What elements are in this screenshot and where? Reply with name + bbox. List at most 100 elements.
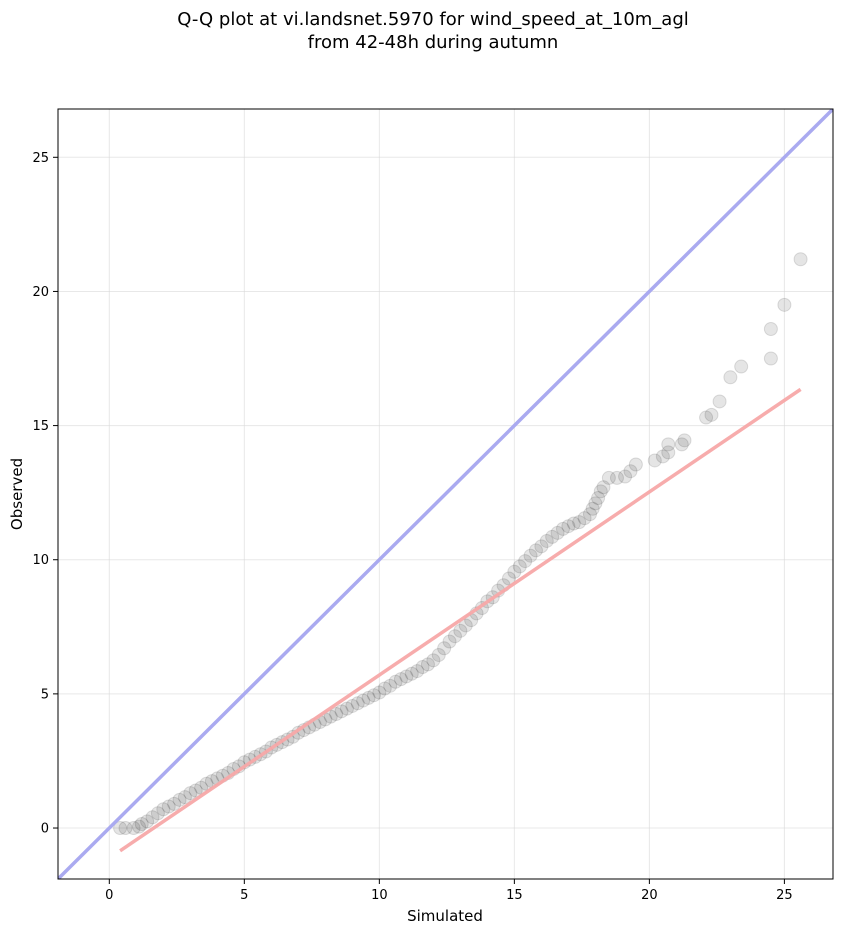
qq-point (512, 559, 527, 574)
y-tick-label: 5 (41, 687, 49, 702)
qq-point (339, 701, 354, 716)
qq-point (167, 796, 182, 811)
qq-point (539, 533, 554, 548)
qq-point (545, 529, 560, 544)
qq-point (113, 821, 128, 836)
qq-point (132, 819, 147, 834)
reference-lines (58, 109, 833, 879)
qq-point (134, 817, 149, 831)
x-axis-ticks: 0 5 10 15 20 25 (105, 879, 793, 903)
qq-point (577, 511, 592, 526)
qq-point (145, 810, 160, 825)
qq-point (126, 821, 141, 836)
qq-point (528, 543, 543, 558)
x-axis-label: Simulated (407, 907, 483, 925)
plot-frame (57, 108, 834, 880)
y-axis-label: Observed (8, 458, 26, 530)
qq-point (655, 449, 670, 464)
qq-point (507, 564, 522, 579)
qq-point (677, 433, 692, 448)
qq-point (388, 674, 403, 689)
y-tick-label: 10 (32, 553, 49, 568)
fit-line (119, 387, 802, 853)
qq-point (415, 660, 430, 675)
x-tick-label: 5 (240, 888, 248, 903)
qq-point (561, 519, 576, 534)
x-tick-label: 0 (105, 888, 113, 903)
qq-point (593, 484, 608, 499)
qq-point (704, 407, 719, 422)
x-tick-label: 15 (506, 888, 523, 903)
qq-point (393, 672, 408, 687)
qq-point (437, 641, 452, 656)
y-tick-label: 0 (41, 822, 49, 837)
y-tick-label: 20 (32, 285, 49, 300)
qq-point (588, 496, 603, 511)
qq-point (712, 394, 727, 409)
qq-point (777, 297, 792, 312)
qq-point (426, 653, 441, 668)
y-tick-label: 25 (32, 151, 49, 166)
qq-point (383, 678, 398, 693)
qq-point (647, 453, 662, 468)
qq-point (763, 322, 778, 336)
qq-point (453, 623, 468, 638)
qq-point (183, 786, 198, 801)
qq-point (172, 792, 187, 807)
qq-point (566, 516, 581, 531)
qq-point (661, 445, 676, 460)
qq-point (442, 634, 457, 649)
qq-point (555, 521, 570, 536)
qq-point (323, 709, 338, 724)
qq-point (361, 690, 376, 705)
qq-point (601, 470, 616, 485)
qq-point (661, 437, 676, 452)
qq-point (118, 821, 133, 836)
quantile-points (113, 252, 808, 836)
qq-point (458, 618, 473, 633)
qq-point (518, 554, 533, 569)
qq-point (366, 688, 381, 703)
x-tick-label: 25 (776, 888, 793, 903)
qq-point (723, 370, 738, 385)
qq-point (399, 669, 414, 684)
qq-point (447, 629, 462, 644)
y-tick-label: 15 (32, 419, 49, 434)
qq-point (404, 666, 419, 681)
qq-point (596, 480, 611, 495)
qq-point (161, 799, 176, 814)
qq-point (420, 657, 435, 672)
qq-point (156, 802, 171, 817)
qq-point (372, 685, 387, 700)
qq-point (177, 790, 192, 805)
qq-point (329, 707, 344, 721)
qq-point (674, 437, 689, 452)
qq-point (356, 693, 371, 708)
qq-point (188, 783, 203, 798)
qq-point (334, 704, 349, 719)
identity-line (58, 109, 833, 879)
qq-point (550, 525, 565, 540)
y-axis-ticks: 0 5 10 15 20 25 (32, 151, 58, 837)
qq-point (431, 647, 446, 662)
qq-point (140, 814, 155, 829)
qq-point (699, 410, 714, 425)
qq-point (734, 359, 749, 374)
qq-point (628, 457, 643, 472)
qq-point (377, 681, 392, 696)
chart-subtitle: from 42-48h during autumn (308, 32, 559, 53)
qq-point (623, 464, 638, 479)
qq-point (501, 571, 516, 586)
qq-point (618, 469, 633, 484)
chart-title: Q-Q plot at vi.landsnet.5970 for wind_sp… (177, 9, 689, 30)
qq-point (582, 507, 597, 522)
qq-point (350, 696, 365, 711)
qq-point (585, 501, 600, 516)
qq-point (345, 698, 360, 713)
qq-point (523, 548, 538, 563)
x-tick-label: 10 (371, 888, 388, 903)
qq-point (572, 515, 587, 530)
qq-point (150, 806, 165, 821)
qq-point (534, 539, 549, 554)
